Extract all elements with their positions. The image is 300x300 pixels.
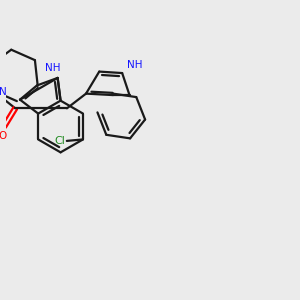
Text: NH: NH: [127, 59, 142, 70]
Text: NH: NH: [45, 63, 60, 73]
Text: Cl: Cl: [55, 136, 65, 146]
Text: N: N: [0, 87, 7, 97]
Text: O: O: [0, 131, 7, 141]
